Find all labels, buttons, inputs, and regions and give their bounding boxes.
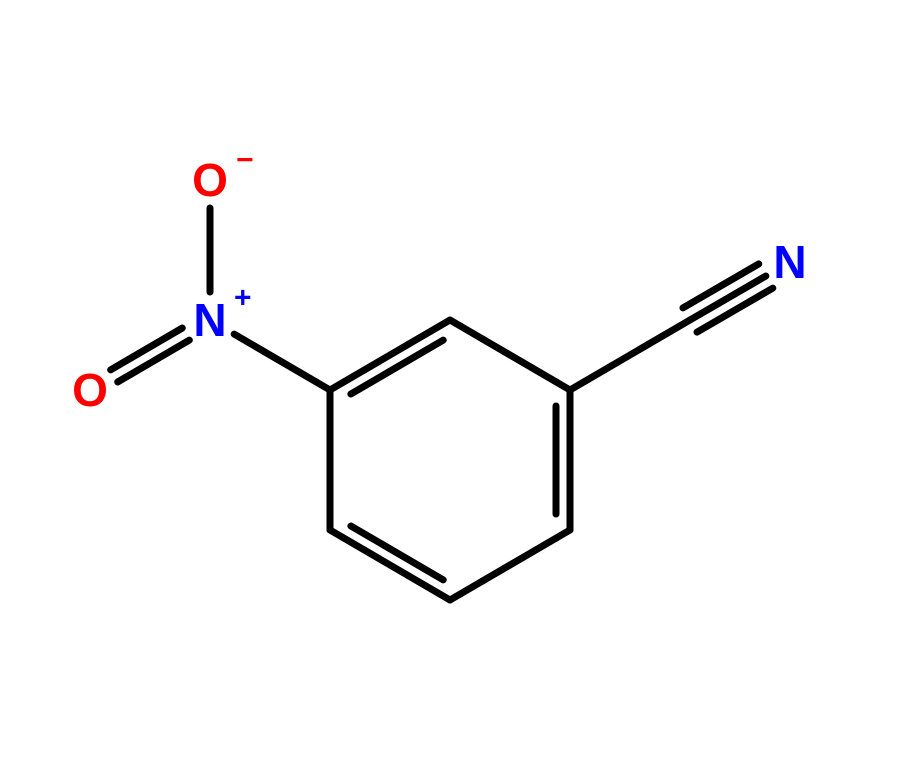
bond — [570, 320, 690, 390]
bond — [450, 320, 570, 390]
atom-label-o: O — [192, 154, 228, 206]
bond — [234, 334, 330, 390]
bond — [450, 530, 570, 600]
atom-label-n: N — [773, 236, 806, 288]
bond — [330, 320, 450, 390]
chemical-structure-canvas: NN+O−O — [0, 0, 897, 777]
bond — [330, 530, 450, 600]
atom-charge: − — [236, 144, 254, 177]
atom-label-n: N — [193, 294, 226, 346]
atom-label-o: O — [72, 364, 108, 416]
atom-charge: + — [234, 282, 252, 315]
